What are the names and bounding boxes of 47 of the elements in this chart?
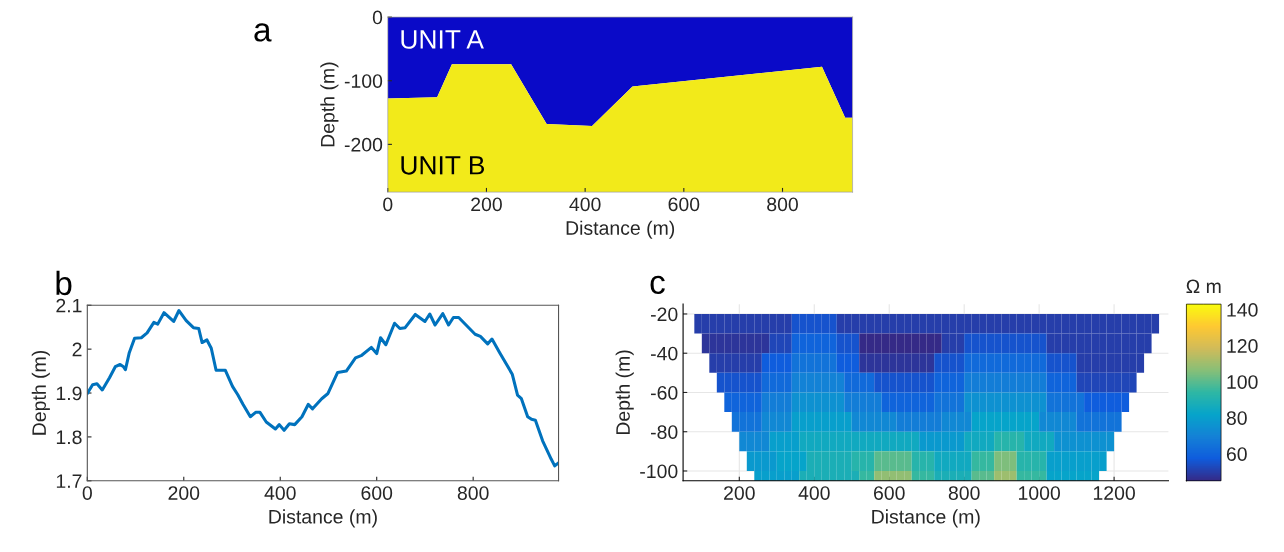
x-tick-label: 0 bbox=[82, 486, 92, 500]
color-bar-title: Ω m bbox=[1186, 279, 1221, 294]
x-tick-label: 800 bbox=[457, 486, 489, 500]
y-tick-label: 2 bbox=[72, 342, 82, 357]
x-tick-label: 600 bbox=[668, 197, 700, 212]
x-tick-label: 1200 bbox=[1093, 486, 1135, 500]
x-tick-label: 600 bbox=[361, 486, 393, 500]
annotation: UNIT A bbox=[401, 30, 484, 49]
x-tick-label: 200 bbox=[724, 486, 755, 500]
x-tick-label: 800 bbox=[767, 197, 798, 212]
x-tick-label: 200 bbox=[471, 197, 502, 212]
y-tick-label: -100 bbox=[640, 464, 678, 479]
annotation: UNIT B bbox=[401, 156, 485, 175]
x-tick-label: 400 bbox=[798, 486, 830, 500]
y-tick-label: 2.1 bbox=[56, 298, 82, 313]
color-bar-label: 80 bbox=[1226, 411, 1247, 425]
x-tick-label: 0 bbox=[383, 197, 393, 212]
y-tick-label: -80 bbox=[650, 425, 678, 439]
y-axis-title: Depth (m) bbox=[320, 62, 339, 147]
color-bar-label: 120 bbox=[1227, 339, 1258, 353]
x-tick-label: 600 bbox=[873, 486, 905, 500]
x-axis-title: Distance (m) bbox=[872, 509, 980, 528]
x-tick-label: 400 bbox=[264, 486, 296, 500]
y-tick-label: -60 bbox=[650, 385, 678, 400]
chart-title: c bbox=[650, 275, 665, 295]
y-tick-label: 1.9 bbox=[56, 386, 82, 401]
x-axis-title: Distance (m) bbox=[566, 220, 675, 239]
color-bar-label: 60 bbox=[1226, 447, 1247, 461]
x-tick-label: 200 bbox=[168, 486, 200, 500]
y-tick-label: -100 bbox=[344, 74, 383, 88]
color-bar-label: 140 bbox=[1227, 303, 1258, 317]
color-bar-label: 100 bbox=[1227, 375, 1258, 389]
x-tick-label: 400 bbox=[569, 197, 601, 212]
x-axis-title: Distance (m) bbox=[269, 509, 377, 528]
x-tick-label: 1000 bbox=[1018, 486, 1061, 500]
y-tick-label: -200 bbox=[344, 137, 383, 152]
y-axis-title: Depth (m) bbox=[615, 350, 634, 435]
y-axis-title: Depth (m) bbox=[31, 351, 50, 435]
y-tick-label: 1.8 bbox=[56, 430, 82, 445]
y-tick-label: 0 bbox=[372, 10, 383, 25]
chart-title: b bbox=[56, 270, 72, 296]
line-series bbox=[87, 308, 559, 468]
y-tick-label: -20 bbox=[650, 307, 678, 322]
x-tick-label: 800 bbox=[948, 486, 980, 500]
chart-title: a bbox=[254, 23, 272, 42]
y-tick-label: 1.7 bbox=[56, 474, 82, 488]
y-tick-label: -40 bbox=[650, 346, 678, 361]
